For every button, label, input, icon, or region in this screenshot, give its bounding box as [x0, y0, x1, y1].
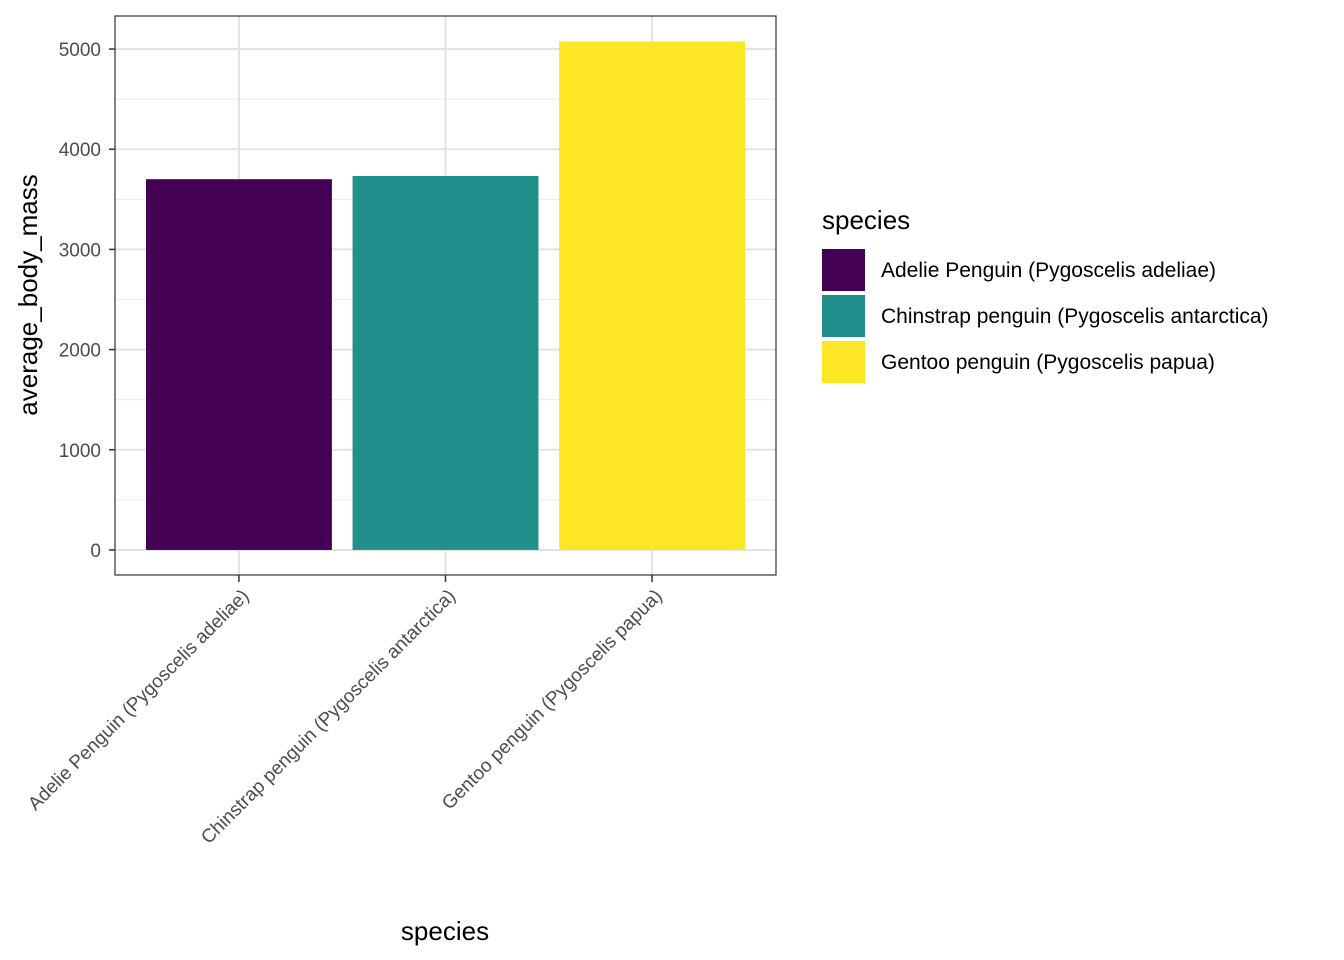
x-axis-title: species — [401, 916, 489, 946]
y-tick-label: 2000 — [59, 341, 101, 362]
y-tick-label: 4000 — [59, 140, 101, 161]
legend-label-2: Chinstrap penguin (Pygoscelis antarctica… — [881, 305, 1269, 328]
y-axis: 0 1000 2000 3000 4000 5000 — [59, 40, 115, 562]
y-axis-title: average_body_mass — [13, 174, 43, 415]
x-axis: Adelie Penguin (Pygoscelis adeliae)Chins… — [24, 575, 667, 849]
legend-entries: Adelie Penguin (Pygoscelis adeliae) Chins… — [822, 249, 1269, 383]
legend-key-2 — [822, 295, 865, 337]
y-tick-label: 5000 — [59, 40, 101, 61]
x-tick-label: Adelie Penguin (Pygoscelis adeliae) — [24, 586, 253, 815]
y-tick-label: 1000 — [59, 441, 101, 462]
legend-label-1: Adelie Penguin (Pygoscelis adeliae) — [881, 259, 1216, 282]
y-tick-label: 3000 — [59, 240, 101, 261]
bar-3 — [559, 41, 746, 550]
y-tick-label: 0 — [90, 541, 101, 562]
legend-label-3: Gentoo penguin (Pygoscelis papua) — [881, 351, 1215, 374]
legend-key-1 — [822, 249, 865, 291]
legend-key-3 — [822, 341, 865, 383]
legend: species Adelie Penguin (Pygoscelis adeli… — [822, 205, 1269, 383]
bar-1 — [145, 179, 332, 550]
x-tick-label: Chinstrap penguin (Pygoscelis antarctica… — [197, 586, 460, 849]
bar-2 — [352, 175, 539, 550]
bars — [145, 41, 746, 550]
legend-title: species — [822, 205, 910, 235]
x-tick-label: Gentoo penguin (Pygoscelis papua) — [438, 586, 666, 814]
